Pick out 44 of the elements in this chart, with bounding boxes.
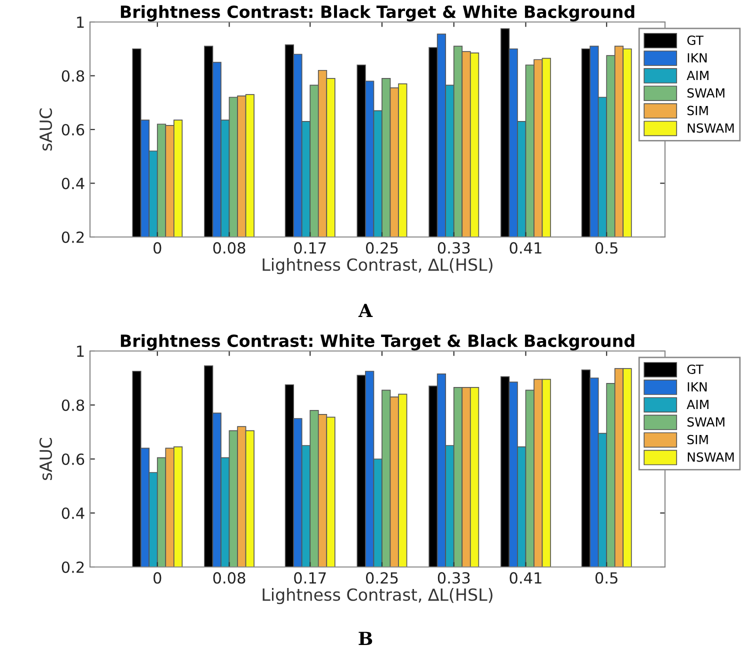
- legend-label: SWAM: [687, 417, 724, 427]
- x-tick-label: 0.17: [294, 572, 326, 584]
- y-tick-label: 0.6: [62, 453, 84, 466]
- legend-label: NSWAM: [688, 452, 734, 462]
- y-tick-label: 1: [77, 346, 84, 357]
- x-tick-label: 0: [154, 572, 162, 584]
- x-tick-label: 0.33: [438, 242, 470, 254]
- chart-title: Brightness Contrast: Black Target & White Background: [120, 5, 634, 22]
- legend-label: GT: [687, 364, 704, 374]
- legend-label: SWAM: [687, 88, 724, 98]
- x-axis-title: Lightness Contrast, ∆L(HSL): [262, 258, 492, 274]
- text: A: [358, 304, 373, 317]
- y-tick-label: 0.4: [62, 178, 84, 190]
- legend-label: NSWAM: [688, 123, 734, 133]
- x-tick-label: 0.25: [366, 242, 398, 254]
- legend-label: GT: [687, 36, 704, 46]
- y-tick-label: 0.8: [62, 399, 84, 412]
- x-tick-label: 0.5: [595, 242, 618, 254]
- text: B: [358, 632, 372, 645]
- x-tick-label: 0.5: [595, 572, 618, 584]
- y-tick-label: 0.2: [62, 561, 84, 574]
- x-tick-label: 0.17: [294, 242, 326, 254]
- y-tick-label: 0.2: [62, 231, 84, 244]
- y-tick-label: 1: [77, 16, 84, 28]
- x-tick-label: 0.08: [213, 572, 246, 584]
- x-tick-label: 0.25: [366, 572, 398, 584]
- y-tick-label: 0.8: [62, 70, 84, 82]
- x-tick-label: 0.41: [510, 572, 542, 584]
- x-tick-label: 0: [154, 242, 162, 254]
- x-tick-label: 0.08: [213, 242, 246, 254]
- y-tick-label: 0.6: [62, 124, 84, 136]
- legend-label: AIM: [686, 400, 708, 409]
- legend-label: AIM: [686, 70, 708, 80]
- x-axis-title: Lightness Contrast, ∆L(HSL): [262, 588, 492, 604]
- y-tick-label: 0.4: [62, 507, 84, 520]
- legend-label: SIM: [687, 106, 708, 116]
- legend-label: IKN: [688, 382, 707, 392]
- x-tick-label: 0.33: [438, 572, 470, 584]
- x-tick-label: 0.41: [510, 242, 542, 254]
- y-axis-title: sAUC: [39, 108, 52, 151]
- y-axis-title: sAUC: [39, 438, 52, 480]
- chart-title: Brightness Contrast: White Target & Black Background: [120, 334, 634, 350]
- legend-label: SIM: [687, 434, 708, 444]
- legend-label: IKN: [688, 53, 707, 62]
